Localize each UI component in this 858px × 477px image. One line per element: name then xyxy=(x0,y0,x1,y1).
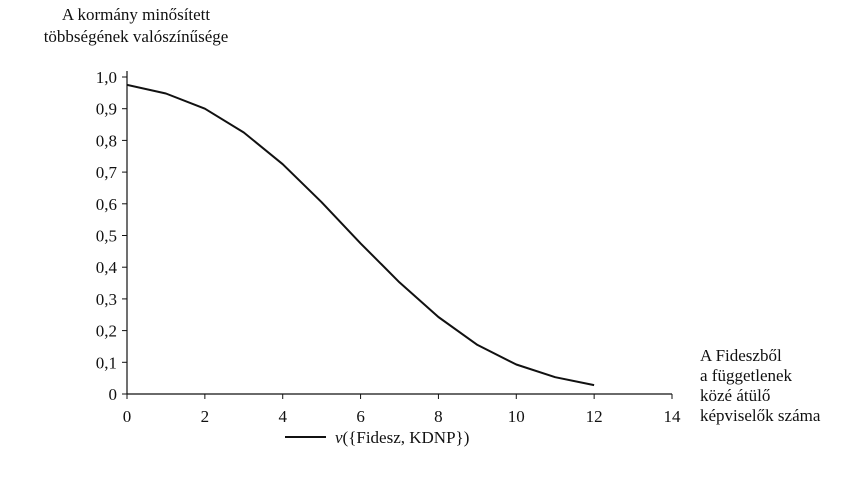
x-tick-label: 2 xyxy=(201,407,210,426)
x-tick-label: 4 xyxy=(278,407,287,426)
series-group xyxy=(126,83,595,387)
y-tick-label: 0,4 xyxy=(96,258,118,277)
x-tick-label: 14 xyxy=(664,407,682,426)
y-tick-label: 0 xyxy=(109,385,118,404)
y-tick-label: 0,8 xyxy=(96,131,117,150)
y-axis-label: A kormány minősített többségének valószí… xyxy=(6,4,266,48)
y-tick-label: 0,7 xyxy=(96,163,118,182)
y-tick-label: 0,6 xyxy=(96,195,117,214)
x-ticks: 0 2 4 6 8 10 12 14 xyxy=(123,394,681,426)
x-tick-label: 8 xyxy=(434,407,443,426)
x-tick-label: 0 xyxy=(123,407,132,426)
y-tick-label: 0,2 xyxy=(96,322,117,341)
y-axis-label-line-1: A kormány minősített xyxy=(61,5,211,24)
x-axis-label-line-1: A Fideszből xyxy=(700,346,782,365)
y-tick-label: 0,9 xyxy=(96,100,117,119)
y-axis-label-line-2: többségének valószínűsége xyxy=(43,27,229,46)
x-tick-label: 6 xyxy=(356,407,365,426)
legend-label-rest: ({Fidesz, KDNP}) xyxy=(343,428,470,447)
x-axis-label: A Fideszből a függetlenek közé átülő kép… xyxy=(700,346,858,426)
series-line-0 xyxy=(126,83,595,387)
x-axis-label-line-3: közé átülő xyxy=(700,386,771,405)
x-axis-label-line-4: képviselők száma xyxy=(700,406,821,425)
axes xyxy=(126,71,672,395)
x-tick-label: 12 xyxy=(586,407,603,426)
x-axis-label-line-2: a függetlenek xyxy=(700,366,793,385)
y-tick-label: 0,5 xyxy=(96,227,117,246)
legend-label: v({Fidesz, KDNP}) xyxy=(335,428,469,447)
y-tick-label: 0,3 xyxy=(96,290,117,309)
x-tick-label: 10 xyxy=(508,407,525,426)
y-tick-label: 1,0 xyxy=(96,68,117,87)
y-tick-label: 0,1 xyxy=(96,353,117,372)
legend-label-italic: v xyxy=(335,428,343,447)
legend: v({Fidesz, KDNP}) xyxy=(285,428,469,447)
y-ticks: 0 0,1 0,2 0,3 0,4 0,5 0,6 0,7 0,8 0,9 1,0 xyxy=(96,68,127,404)
